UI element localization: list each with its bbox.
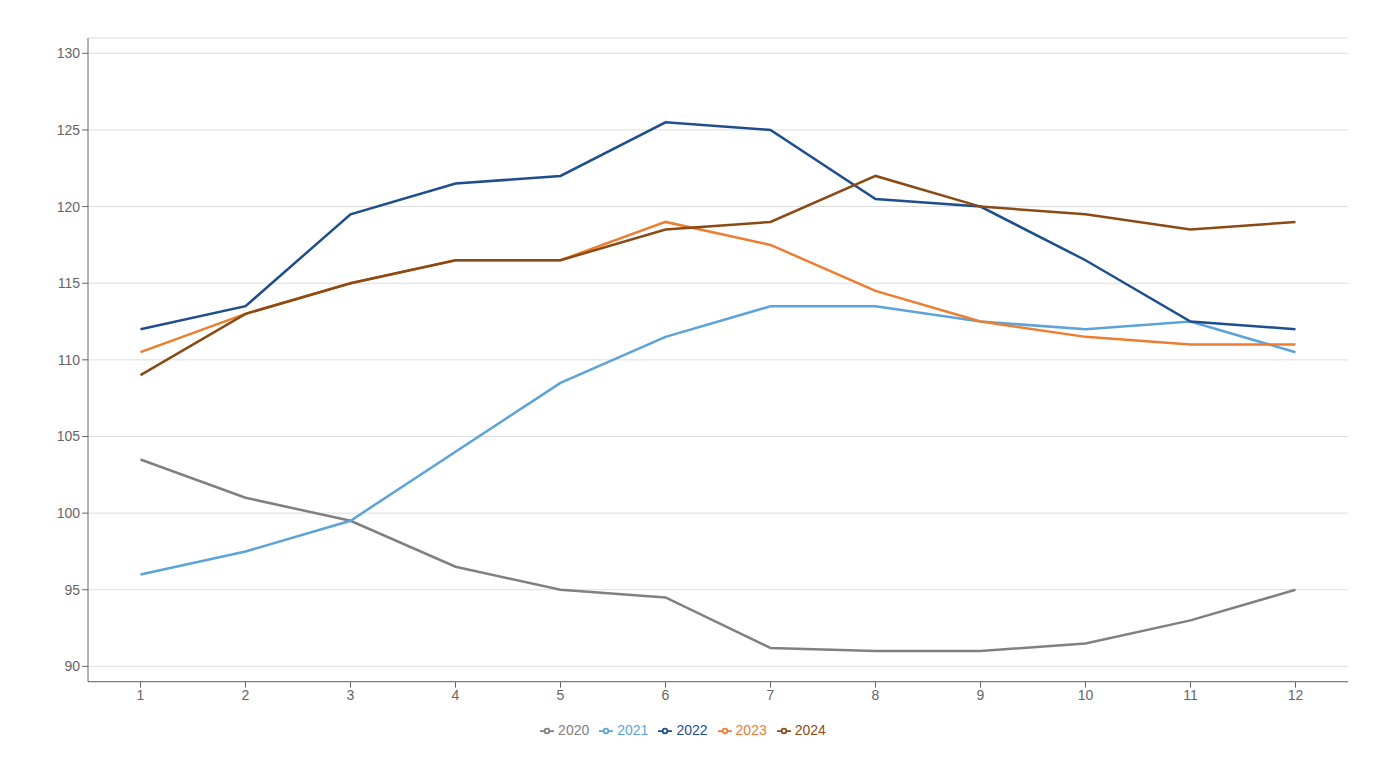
html-text:2022: 2022 xyxy=(676,721,708,738)
svg-text:12: 12 xyxy=(1288,687,1304,703)
svg-text:6: 6 xyxy=(662,687,670,703)
svg-text:3: 3 xyxy=(347,687,355,703)
svg-text:125: 125 xyxy=(57,122,81,138)
svg-text:120: 120 xyxy=(57,199,81,215)
svg-text:95: 95 xyxy=(64,582,80,598)
svg-text:105: 105 xyxy=(57,428,81,444)
svg-text:1: 1 xyxy=(137,687,145,703)
svg-text:2: 2 xyxy=(242,687,250,703)
svg-text:130: 130 xyxy=(57,45,81,61)
svg-text:10: 10 xyxy=(1078,687,1094,703)
html-text:2021: 2021 xyxy=(617,721,649,738)
svg-text:100: 100 xyxy=(57,505,81,521)
svg-text:110: 110 xyxy=(58,352,81,368)
svg-text:5: 5 xyxy=(557,687,565,703)
svg-text:11: 11 xyxy=(1183,687,1198,703)
svg-text:115: 115 xyxy=(58,275,81,291)
html-text:2023: 2023 xyxy=(735,721,767,738)
html-text:2020: 2020 xyxy=(558,721,590,738)
svg-text:4: 4 xyxy=(452,687,460,703)
svg-text:7: 7 xyxy=(767,687,775,703)
svg-text:9: 9 xyxy=(977,687,985,703)
svg-text:90: 90 xyxy=(64,658,80,674)
svg-text:8: 8 xyxy=(872,687,880,703)
html-text:2024: 2024 xyxy=(794,721,826,738)
